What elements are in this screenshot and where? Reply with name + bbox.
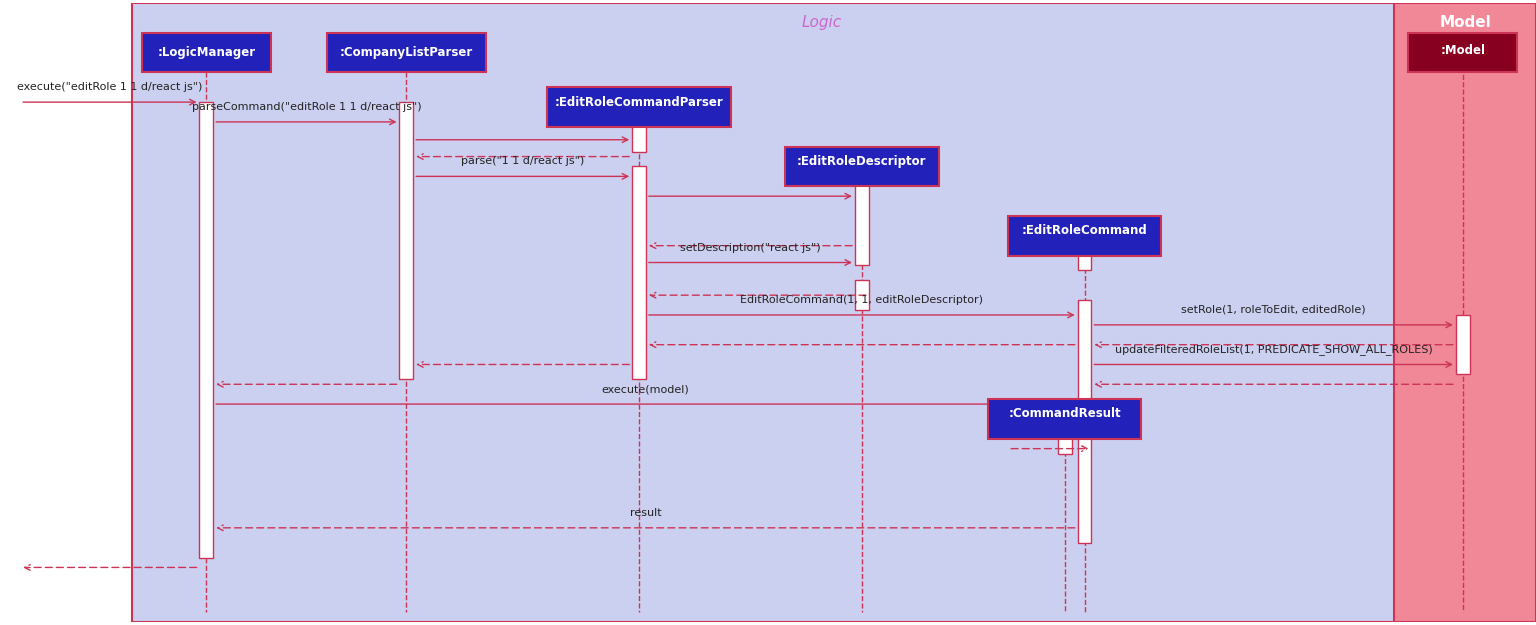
Bar (200, 102, 214, 558)
Text: Model: Model (1439, 15, 1491, 30)
Text: :EditRoleCommandParser: :EditRoleCommandParser (554, 96, 723, 109)
Bar (1008, 216, 1161, 256)
Bar (1078, 300, 1092, 542)
Text: :LogicManager: :LogicManager (157, 46, 255, 59)
Bar (200, 404, 1098, 532)
Bar (856, 176, 869, 266)
Bar (1456, 315, 1470, 374)
Bar (633, 117, 647, 152)
Bar (633, 166, 647, 379)
Bar (1078, 246, 1092, 271)
Text: :CompanyListParser: :CompanyListParser (339, 46, 473, 59)
Text: execute("editRole 1 1 d/react js"): execute("editRole 1 1 d/react js") (17, 82, 203, 92)
Bar (856, 281, 869, 310)
Text: setRole(1, roleToEdit, editedRole): setRole(1, roleToEdit, editedRole) (1181, 305, 1366, 315)
Text: :EditRoleCommand: :EditRoleCommand (1021, 224, 1147, 238)
Bar (327, 33, 485, 72)
Bar (988, 399, 1141, 439)
Text: parseCommand("editRole 1 1 d/react js"): parseCommand("editRole 1 1 d/react js") (192, 102, 421, 112)
Text: Logic: Logic (802, 15, 842, 30)
Text: updateFilteredRoleList(1, PREDICATE_SHOW_ALL_ROLES): updateFilteredRoleList(1, PREDICATE_SHOW… (1115, 344, 1433, 354)
Bar (399, 102, 413, 379)
Bar (141, 33, 270, 72)
Text: parse("1 1 d/react js"): parse("1 1 d/react js") (461, 156, 584, 166)
Bar (1058, 399, 1072, 454)
Text: result: result (630, 508, 662, 518)
Bar (1395, 3, 1536, 622)
Bar (785, 147, 938, 186)
Text: execute(model): execute(model) (602, 384, 690, 394)
Bar (547, 88, 731, 127)
Bar (1409, 33, 1518, 72)
Text: EditRoleCommand(1, 1, editRoleDescriptor): EditRoleCommand(1, 1, editRoleDescriptor… (740, 295, 983, 305)
Text: :CommandResult: :CommandResult (1009, 408, 1121, 421)
Text: :Model: :Model (1441, 44, 1485, 57)
Text: setDescription("react js"): setDescription("react js") (680, 242, 820, 252)
Text: :EditRoleDescriptor: :EditRoleDescriptor (797, 155, 926, 168)
